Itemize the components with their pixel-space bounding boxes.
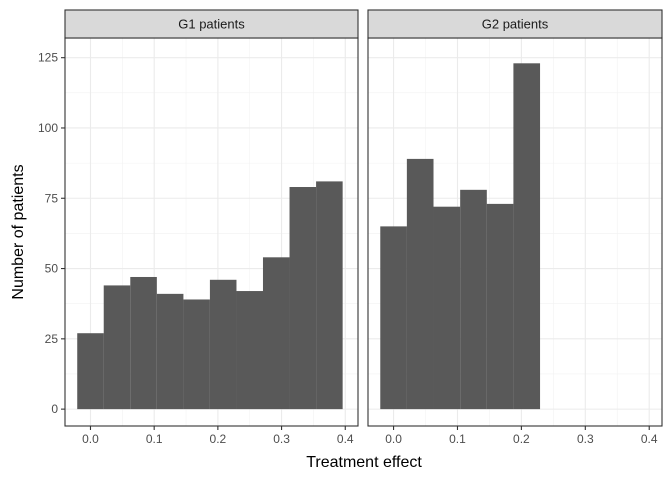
x-tick-label: 0.1 xyxy=(449,432,466,446)
histogram-bar xyxy=(156,293,184,410)
histogram-bar xyxy=(486,203,514,410)
histogram-bar xyxy=(103,285,131,410)
histogram-bar xyxy=(183,299,210,410)
y-tick-label: 125 xyxy=(38,51,58,65)
histogram-bar xyxy=(316,181,343,410)
x-tick-label: 0.2 xyxy=(513,432,530,446)
y-axis: 0 25 50 75 100 125 xyxy=(38,51,65,416)
x-axis-title: Treatment effect xyxy=(306,454,422,471)
panel-2: G2 patients 0.0 0.1 0.2 0.3 0.4 xyxy=(367,9,663,446)
histogram-bar xyxy=(236,291,264,410)
histogram-bar xyxy=(380,226,407,410)
histogram-bar xyxy=(262,257,290,410)
x-tick-label: 0.4 xyxy=(337,432,354,446)
y-tick-label: 25 xyxy=(45,332,59,346)
x-tick-label: 0.0 xyxy=(385,432,402,446)
histogram-bar xyxy=(77,333,104,410)
x-tick-label: 0.4 xyxy=(641,432,658,446)
facet-strip-label: G1 patients xyxy=(178,17,245,32)
y-tick-label: 75 xyxy=(45,191,59,205)
histogram-bar xyxy=(289,187,317,410)
facet-strip xyxy=(367,9,663,39)
histogram-bar xyxy=(513,63,541,410)
y-axis-title: Number of patients xyxy=(10,164,27,299)
y-tick-label: 100 xyxy=(38,121,58,135)
x-tick-label: 0.3 xyxy=(577,432,594,446)
y-tick-label: 50 xyxy=(45,262,59,276)
y-tick-label: 0 xyxy=(51,402,58,416)
x-tick-label: 0.1 xyxy=(146,432,163,446)
histogram-bar xyxy=(406,158,434,410)
facet-strip-label: G2 patients xyxy=(482,17,549,32)
facet-strip xyxy=(64,9,359,39)
x-tick-label: 0.2 xyxy=(210,432,227,446)
histogram-bar xyxy=(433,206,461,410)
histogram-bar xyxy=(130,276,157,410)
x-tick-label: 0.3 xyxy=(273,432,290,446)
histogram-bar xyxy=(460,189,487,410)
panels-layer: G1 patients 0.0 0.1 0.2 0.3 0.4 G2 patients 0.0… xyxy=(64,9,663,446)
x-tick-label: 0.0 xyxy=(82,432,99,446)
panel-1: G1 patients 0.0 0.1 0.2 0.3 0.4 xyxy=(64,9,359,446)
histogram-bar xyxy=(209,279,237,410)
